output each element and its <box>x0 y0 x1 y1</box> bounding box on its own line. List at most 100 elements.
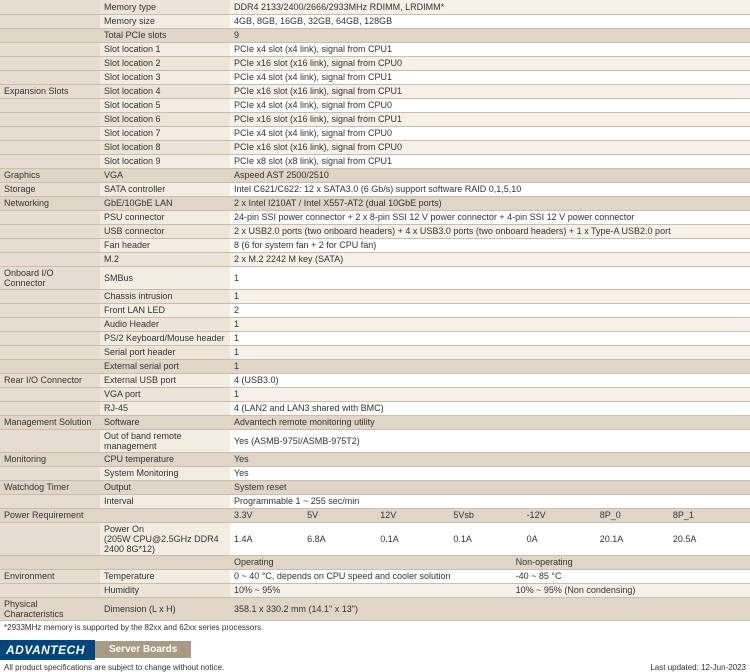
table-row: Slot location 1PCIe x4 slot (x4 link), s… <box>0 42 750 56</box>
subcategory-cell: RJ-45 <box>100 401 230 415</box>
bottom-row: All product specifications are subject t… <box>0 660 750 672</box>
table-row: IntervalProgrammable 1 ~ 255 sec/min <box>0 494 750 508</box>
subcategory-cell: PSU connector <box>100 210 230 224</box>
multi-value: 5Vsb <box>453 510 526 520</box>
table-row: Slot location 6PCIe x16 slot (x16 link),… <box>0 112 750 126</box>
multi-value: Operating <box>234 557 516 567</box>
value-cell: 9 <box>230 28 750 42</box>
value-cell: 2 x M.2 2242 M key (SATA) <box>230 252 750 266</box>
category-cell: Expansion Slots <box>0 84 100 98</box>
category-cell: Management Solution <box>0 415 100 429</box>
value-cell: 4GB, 8GB, 16GB, 32GB, 64GB, 128GB <box>230 14 750 28</box>
table-row: OperatingNon-operating <box>0 555 750 569</box>
subcategory-cell <box>100 555 230 569</box>
value-cell: 1.4A6.8A0.1A0.1A0A20.1A20.5A <box>230 522 750 555</box>
multi-value: 5V <box>307 510 380 520</box>
value-cell: 1 <box>230 359 750 373</box>
footnote: *2933MHz memory is supported by the 82xx… <box>0 621 750 634</box>
category-cell <box>0 98 100 112</box>
multi-value: 0A <box>527 534 600 544</box>
table-row: M.22 x M.2 2242 M key (SATA) <box>0 252 750 266</box>
category-cell <box>0 401 100 415</box>
footer-tab: Server Boards <box>95 641 191 658</box>
table-row: Audio Header1 <box>0 317 750 331</box>
category-cell <box>0 555 100 569</box>
subcategory-cell <box>100 508 230 522</box>
subcategory-cell: External USB port <box>100 373 230 387</box>
category-cell: Physical Characteristics <box>0 597 100 620</box>
subcategory-cell: Power On(205W CPU@2.5GHz DDR4 2400 8G*12… <box>100 522 230 555</box>
multi-value: 0.1A <box>380 534 453 544</box>
brand-logo: ADVANTECH <box>0 640 95 660</box>
category-cell <box>0 0 100 14</box>
value-cell: 3.3V5V12V5Vsb-12V8P_08P_1 <box>230 508 750 522</box>
value-cell: Yes (ASMB-975I/ASMB-975T2) <box>230 429 750 452</box>
value-cell: PCIe x16 slot (x16 link), signal from CP… <box>230 84 750 98</box>
subcategory-cell: USB connector <box>100 224 230 238</box>
table-row: Expansion SlotsSlot location 4PCIe x16 s… <box>0 84 750 98</box>
subcategory-cell: Slot location 1 <box>100 42 230 56</box>
subcategory-cell: System Monitoring <box>100 466 230 480</box>
subcategory-cell: SMBus <box>100 266 230 289</box>
value-cell: 1 <box>230 317 750 331</box>
subcategory-cell: Slot location 3 <box>100 70 230 84</box>
multi-value: 0.1A <box>453 534 526 544</box>
subcategory-cell: GbE/10GbE LAN <box>100 196 230 210</box>
table-row: VGA port1 <box>0 387 750 401</box>
subcategory-cell: Slot location 7 <box>100 126 230 140</box>
subcategory-cell: Slot location 4 <box>100 84 230 98</box>
table-row: Chassis intrusion1 <box>0 289 750 303</box>
category-cell: Power Requirement <box>0 508 100 522</box>
table-row: Memory size4GB, 8GB, 16GB, 32GB, 64GB, 1… <box>0 14 750 28</box>
category-cell <box>0 126 100 140</box>
table-row: RJ-454 (LAN2 and LAN3 shared with BMC) <box>0 401 750 415</box>
table-row: StorageSATA controllerIntel C621/C622: 1… <box>0 182 750 196</box>
subcategory-cell: Total PCIe slots <box>100 28 230 42</box>
category-cell: Monitoring <box>0 452 100 466</box>
table-row: GraphicsVGAAspeed AST 2500/2510 <box>0 168 750 182</box>
category-cell <box>0 238 100 252</box>
subcategory-cell: Serial port header <box>100 345 230 359</box>
category-cell <box>0 42 100 56</box>
value-cell: PCIe x4 slot (x4 link), signal from CPU1 <box>230 70 750 84</box>
category-cell <box>0 303 100 317</box>
value-cell: 10% ~ 95%10% ~ 95% (Non condensing) <box>230 583 750 597</box>
value-cell: Programmable 1 ~ 255 sec/min <box>230 494 750 508</box>
value-cell: 1 <box>230 289 750 303</box>
subcategory-cell: PS/2 Keyboard/Mouse header <box>100 331 230 345</box>
subcategory-cell: Slot location 2 <box>100 56 230 70</box>
subcategory-cell: SATA controller <box>100 182 230 196</box>
multi-value: 0 ~ 40 °C, depends on CPU speed and cool… <box>234 571 516 581</box>
category-cell <box>0 70 100 84</box>
value-cell: 1 <box>230 331 750 345</box>
value-cell: OperatingNon-operating <box>230 555 750 569</box>
last-updated: Last updated: 12-Jun-2023 <box>650 663 746 672</box>
category-cell: Watchdog Timer <box>0 480 100 494</box>
value-cell: 0 ~ 40 °C, depends on CPU speed and cool… <box>230 569 750 583</box>
multi-value: 12V <box>380 510 453 520</box>
subcategory-cell: Slot location 9 <box>100 154 230 168</box>
category-cell: Environment <box>0 569 100 583</box>
subcategory-cell: Temperature <box>100 569 230 583</box>
category-cell <box>0 56 100 70</box>
table-row: Slot location 8PCIe x16 slot (x16 link),… <box>0 140 750 154</box>
multi-value: 10% ~ 95% <box>234 585 516 595</box>
value-cell: 2 x USB2.0 ports (two onboard headers) +… <box>230 224 750 238</box>
value-cell: PCIe x4 slot (x4 link), signal from CPU1 <box>230 42 750 56</box>
category-cell <box>0 210 100 224</box>
subcategory-cell: External serial port <box>100 359 230 373</box>
subcategory-cell: VGA <box>100 168 230 182</box>
subcategory-cell: Output <box>100 480 230 494</box>
subcategory-cell: Audio Header <box>100 317 230 331</box>
table-row: Slot location 9PCIe x8 slot (x8 link), s… <box>0 154 750 168</box>
table-row: Memory typeDDR4 2133/2400/2666/2933MHz R… <box>0 0 750 14</box>
category-cell <box>0 224 100 238</box>
subcategory-cell: Chassis intrusion <box>100 289 230 303</box>
category-cell <box>0 466 100 480</box>
category-cell <box>0 317 100 331</box>
subcategory-cell: Interval <box>100 494 230 508</box>
table-row: Management SolutionSoftwareAdvantech rem… <box>0 415 750 429</box>
multi-value: 8P_1 <box>673 510 746 520</box>
multi-value: -40 ~ 85 °C <box>516 571 746 581</box>
subcategory-cell: Slot location 5 <box>100 98 230 112</box>
